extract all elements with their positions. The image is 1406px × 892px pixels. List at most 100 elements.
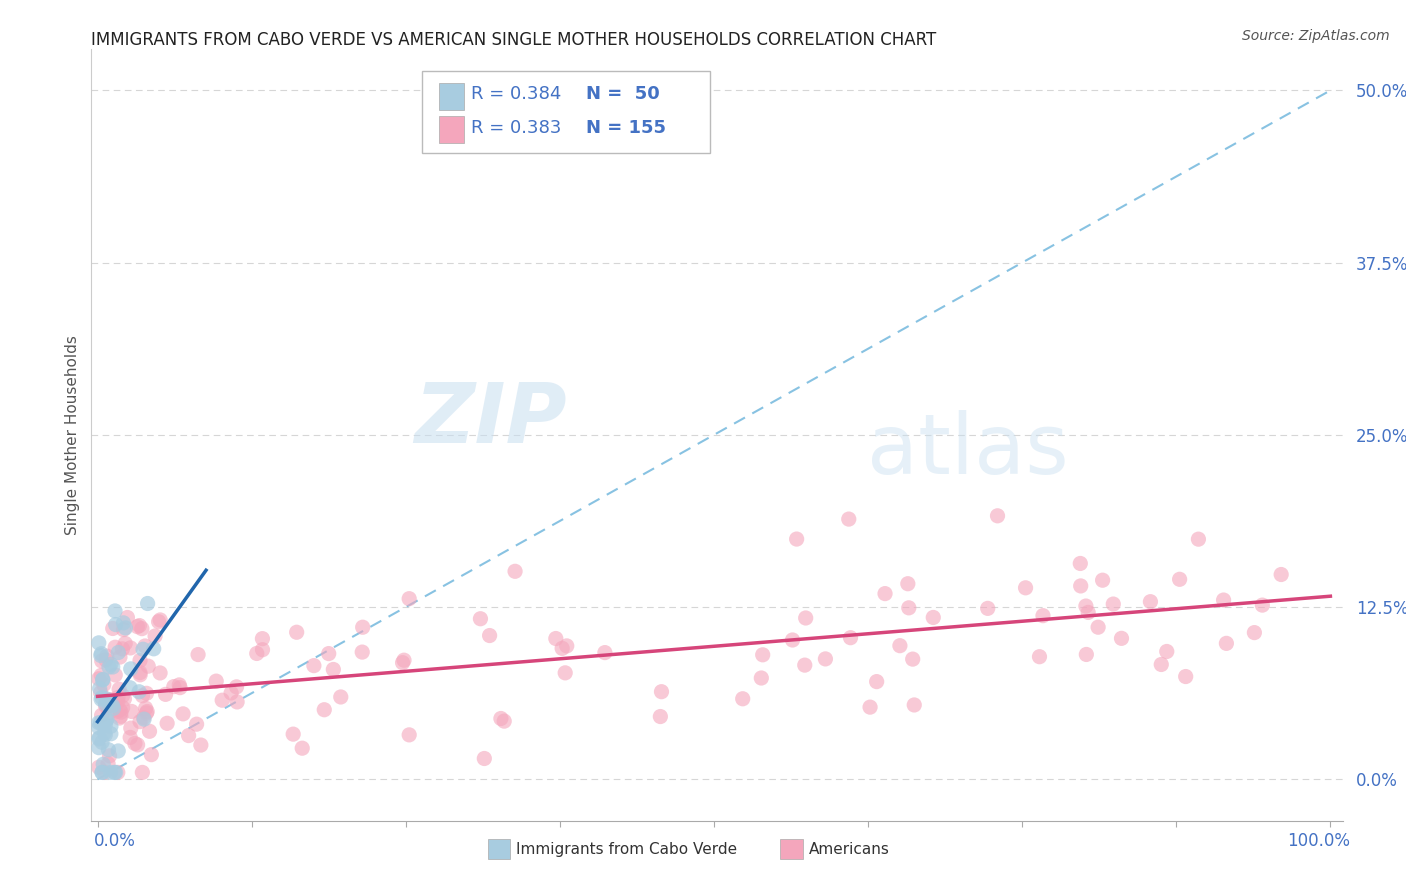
Point bbox=[120, 640, 142, 655]
Point bbox=[472, 751, 495, 765]
Point bbox=[107, 744, 129, 758]
Point bbox=[127, 619, 149, 633]
Point bbox=[398, 591, 420, 606]
Point bbox=[114, 621, 136, 635]
Point bbox=[135, 686, 157, 700]
Point bbox=[187, 648, 209, 662]
Point bbox=[90, 715, 112, 730]
Point bbox=[897, 600, 920, 615]
Point bbox=[111, 689, 134, 703]
Point bbox=[132, 711, 155, 725]
Point bbox=[98, 748, 121, 763]
Point bbox=[149, 613, 172, 627]
Point bbox=[111, 641, 134, 656]
Point bbox=[219, 686, 242, 700]
Point bbox=[866, 674, 889, 689]
Point bbox=[98, 660, 121, 674]
Point bbox=[110, 705, 132, 719]
Point bbox=[94, 653, 117, 667]
Point bbox=[252, 642, 274, 657]
Point bbox=[94, 691, 117, 706]
Point bbox=[1251, 598, 1274, 612]
Point bbox=[1215, 636, 1237, 650]
Point bbox=[129, 668, 152, 682]
Text: IMMIGRANTS FROM CABO VERDE VS AMERICAN SINGLE MOTHER HOUSEHOLDS CORRELATION CHAR: IMMIGRANTS FROM CABO VERDE VS AMERICAN S… bbox=[91, 31, 936, 49]
Point bbox=[87, 636, 110, 650]
Point bbox=[593, 646, 616, 660]
Point bbox=[128, 685, 150, 699]
Point bbox=[503, 564, 526, 578]
Point bbox=[148, 615, 170, 629]
Point bbox=[114, 636, 136, 650]
Point bbox=[108, 703, 131, 717]
Point bbox=[101, 698, 124, 713]
Point bbox=[87, 731, 110, 746]
Point bbox=[93, 765, 115, 780]
Point bbox=[1156, 644, 1178, 658]
Point bbox=[138, 724, 160, 739]
Point bbox=[90, 692, 112, 706]
Point bbox=[136, 705, 159, 719]
Point bbox=[544, 632, 567, 646]
Point bbox=[211, 693, 233, 707]
Point bbox=[838, 512, 860, 526]
Point bbox=[98, 698, 121, 712]
Point bbox=[186, 717, 208, 731]
Point bbox=[1212, 593, 1234, 607]
Point bbox=[124, 736, 146, 750]
Point bbox=[814, 652, 837, 666]
Point bbox=[314, 703, 336, 717]
Point bbox=[100, 719, 122, 733]
Point bbox=[205, 674, 228, 689]
Point bbox=[108, 711, 131, 725]
Point bbox=[302, 658, 325, 673]
Point bbox=[134, 639, 156, 653]
Point bbox=[322, 663, 344, 677]
Text: 100.0%: 100.0% bbox=[1286, 831, 1350, 849]
Point bbox=[1243, 625, 1265, 640]
Point bbox=[149, 665, 172, 680]
Point bbox=[470, 612, 492, 626]
Point bbox=[93, 725, 115, 739]
Point bbox=[90, 708, 112, 723]
Point bbox=[226, 695, 249, 709]
Point bbox=[751, 648, 773, 662]
Point bbox=[87, 740, 110, 755]
Point bbox=[793, 658, 815, 673]
Point bbox=[889, 639, 911, 653]
Point bbox=[142, 641, 165, 656]
Point bbox=[1270, 567, 1292, 582]
Point bbox=[91, 673, 114, 687]
Point bbox=[104, 640, 127, 655]
Point bbox=[96, 649, 118, 664]
Point bbox=[90, 690, 112, 705]
Point bbox=[859, 700, 882, 714]
Point bbox=[283, 727, 305, 741]
Point bbox=[94, 714, 117, 728]
Point bbox=[128, 618, 150, 632]
Point bbox=[110, 709, 132, 723]
Point bbox=[97, 696, 120, 710]
Point bbox=[1174, 669, 1197, 683]
Point bbox=[555, 639, 578, 653]
Point bbox=[1032, 608, 1054, 623]
Point bbox=[131, 622, 153, 636]
Point bbox=[285, 625, 308, 640]
Point bbox=[136, 597, 159, 611]
Point bbox=[494, 714, 516, 728]
Point bbox=[112, 615, 135, 630]
Point bbox=[131, 689, 153, 703]
Point bbox=[87, 760, 110, 774]
Point bbox=[135, 701, 157, 715]
Point bbox=[1168, 572, 1191, 586]
Point bbox=[111, 700, 134, 714]
Point bbox=[103, 765, 125, 780]
Point bbox=[873, 586, 896, 600]
Point bbox=[93, 678, 115, 692]
Point bbox=[94, 718, 117, 732]
Point bbox=[87, 715, 110, 730]
Text: Immigrants from Cabo Verde: Immigrants from Cabo Verde bbox=[516, 842, 737, 856]
Point bbox=[94, 697, 117, 711]
Point bbox=[901, 652, 924, 666]
Point bbox=[1074, 599, 1097, 613]
